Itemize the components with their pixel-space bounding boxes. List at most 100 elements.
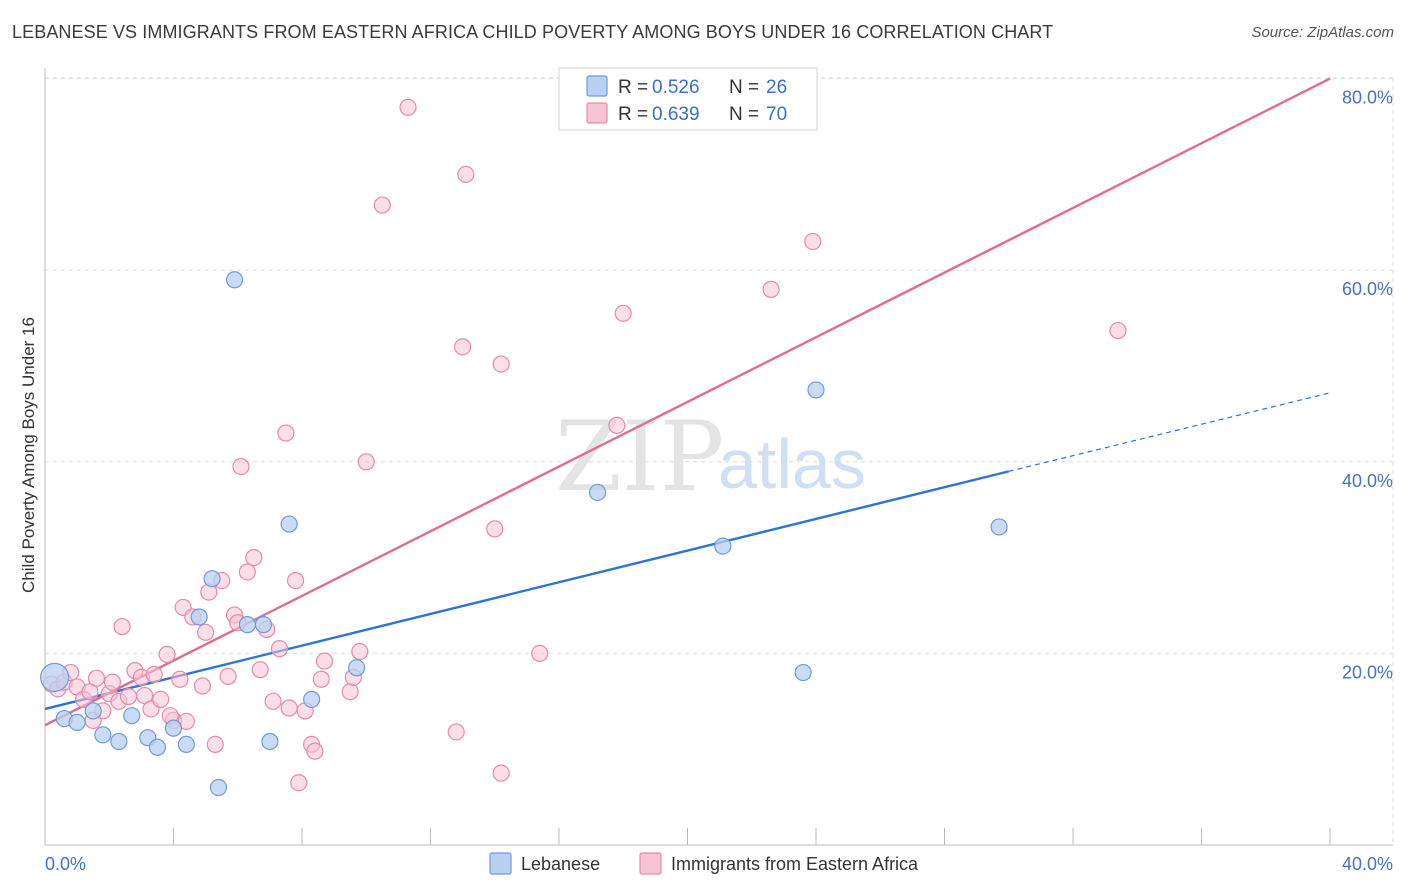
data-point-eastern-africa <box>454 338 472 356</box>
data-point-eastern-africa <box>158 645 176 663</box>
data-point-eastern-africa <box>251 661 269 679</box>
data-point-lebanese <box>990 518 1008 536</box>
data-point-eastern-africa <box>457 165 475 183</box>
data-point-eastern-africa <box>87 669 106 687</box>
data-point-eastern-africa <box>341 683 359 701</box>
data-point-lebanese <box>807 381 825 399</box>
data-point-eastern-africa <box>270 640 289 658</box>
data-point-eastern-africa <box>206 735 224 754</box>
trend-extension-lebanese <box>1008 392 1331 472</box>
data-point-eastern-africa <box>197 623 215 641</box>
data-point-eastern-africa <box>277 424 295 442</box>
data-point-eastern-africa <box>245 548 263 567</box>
data-point-eastern-africa <box>193 677 212 695</box>
data-point-eastern-africa <box>614 304 632 322</box>
data-point-eastern-africa <box>280 699 298 717</box>
data-point-eastern-africa <box>264 692 282 710</box>
data-point-eastern-africa <box>113 617 131 636</box>
bottom-legend-swatch-lebanese <box>489 852 512 875</box>
data-point-lebanese <box>254 616 273 634</box>
data-point-lebanese <box>94 726 112 744</box>
axes-layer <box>44 68 1393 846</box>
data-point-eastern-africa <box>119 687 138 706</box>
tick-labels: 20.0% 40.0% 60.0% 80.0% 0.0% 40.0% <box>45 88 1393 874</box>
data-point-eastern-africa <box>373 196 391 214</box>
data-point-eastern-africa <box>399 98 417 116</box>
data-point-eastern-africa <box>219 667 237 685</box>
data-point-lebanese <box>110 732 128 751</box>
data-point-eastern-africa <box>306 742 324 760</box>
bottom-legend-label-eastern-africa: Immigrants from Eastern Africa <box>671 854 919 874</box>
data-point-eastern-africa <box>1109 321 1127 340</box>
data-point-eastern-africa <box>492 355 510 373</box>
data-point-lebanese <box>225 271 244 289</box>
data-point-lebanese <box>588 483 607 502</box>
data-point-lebanese <box>714 537 732 555</box>
legend-n-label-1: N = <box>729 77 759 98</box>
data-point-eastern-africa <box>762 280 780 298</box>
legend-n-label-2: N = <box>729 104 759 125</box>
watermark-zip: ZIP <box>555 401 724 513</box>
trend-line-lebanese <box>44 470 1010 711</box>
watermark-atlas: atlas <box>718 425 866 503</box>
data-point-lebanese <box>123 707 141 725</box>
data-point-eastern-africa <box>315 652 334 670</box>
data-point-eastern-africa <box>290 774 308 792</box>
data-point-eastern-africa <box>486 520 504 538</box>
legend-n-value-1: 26 <box>766 77 787 98</box>
y-axis-label: Child Poverty Among Boys Under 16 <box>19 317 38 593</box>
y-tick-label: 60.0% <box>1342 279 1393 299</box>
data-point-lebanese <box>303 690 321 708</box>
data-point-lebanese <box>209 778 228 797</box>
data-point-eastern-africa <box>232 457 250 476</box>
bottom-legend: Lebanese Immigrants from Eastern Africa <box>489 852 919 875</box>
data-point-lebanese <box>84 702 102 720</box>
data-point-eastern-africa <box>357 453 375 471</box>
data-point-lebanese <box>280 515 298 533</box>
data-point-lebanese <box>348 659 366 677</box>
legend-r-value-2: 0.639 <box>652 104 700 125</box>
chart-title: LEBANESE VS IMMIGRANTS FROM EASTERN AFRI… <box>12 22 1054 42</box>
data-point-eastern-africa <box>145 665 163 684</box>
source-label: Source: ZipAtlas.com <box>1251 24 1394 41</box>
data-point-eastern-africa <box>447 723 465 741</box>
data-point-lebanese <box>190 608 208 626</box>
data-point-eastern-africa <box>608 416 626 434</box>
data-point-eastern-africa <box>238 563 256 581</box>
top-legend: R = 0.526 N = 26 R = 0.639 N = 70 <box>558 67 818 131</box>
data-point-eastern-africa <box>171 670 189 688</box>
data-point-lebanese <box>794 663 812 682</box>
bottom-legend-swatch-eastern-africa <box>639 852 662 875</box>
legend-n-value-2: 70 <box>766 104 787 125</box>
data-point-eastern-africa <box>531 644 549 663</box>
watermark: ZIP atlas <box>555 401 866 513</box>
data-point-eastern-africa <box>351 642 369 661</box>
data-point-lebanese <box>203 570 221 588</box>
data-point-lebanese <box>261 732 279 751</box>
data-point-eastern-africa <box>804 232 822 251</box>
data-point-eastern-africa <box>152 690 170 708</box>
legend-r-label-2: R = <box>618 104 648 125</box>
data-point-lebanese <box>68 713 86 731</box>
x-tick-label-min: 0.0% <box>45 854 86 874</box>
points-layer <box>40 98 1127 797</box>
y-tick-label: 40.0% <box>1342 471 1393 491</box>
y-tick-label: 20.0% <box>1342 662 1393 682</box>
data-point-eastern-africa <box>103 673 122 691</box>
data-point-lebanese <box>40 662 70 692</box>
legend-swatch-lebanese <box>586 75 608 97</box>
legend-r-label-1: R = <box>618 77 648 98</box>
data-point-eastern-africa <box>312 670 330 688</box>
data-point-lebanese <box>177 735 195 754</box>
data-point-lebanese <box>164 719 183 737</box>
y-tick-label: 80.0% <box>1342 88 1393 108</box>
x-tick-label-max: 40.0% <box>1342 854 1393 874</box>
data-point-eastern-africa <box>286 571 305 590</box>
data-point-eastern-africa <box>492 764 510 782</box>
legend-r-value-1: 0.526 <box>652 77 700 98</box>
data-point-lebanese <box>238 616 256 634</box>
data-point-lebanese <box>148 738 167 756</box>
bottom-legend-label-lebanese: Lebanese <box>521 854 600 874</box>
legend-swatch-eastern-africa <box>586 102 608 124</box>
